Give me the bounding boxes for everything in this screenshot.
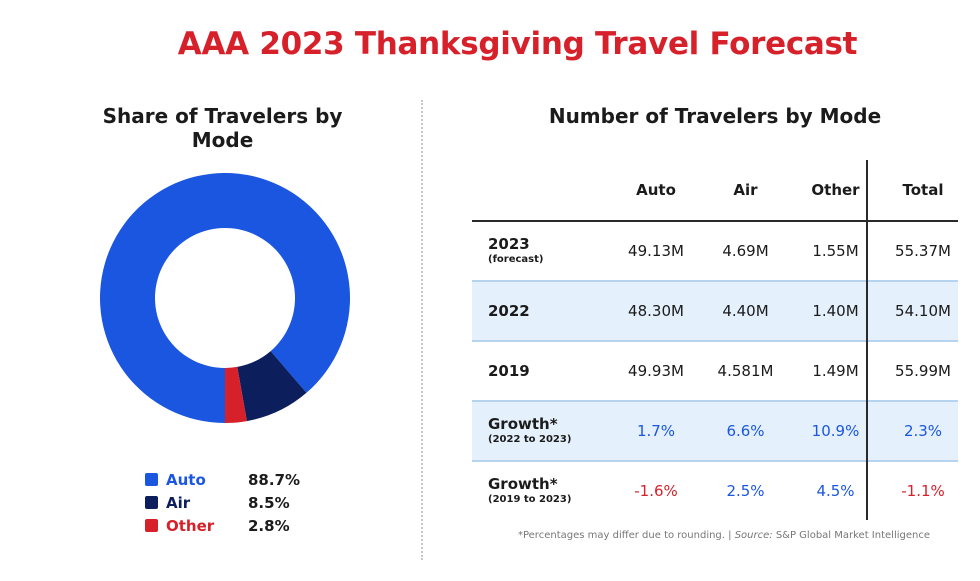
cell-auto: 49.13M xyxy=(628,242,684,260)
table-row: Growth* (2019 to 2023) -1.6% 2.5% 4.5% -… xyxy=(472,462,958,520)
cell-auto: 49.93M xyxy=(628,362,684,380)
row-label-sub: (2022 to 2023) xyxy=(488,433,572,445)
row-label-sub: (forecast) xyxy=(488,253,544,265)
header-cell-auto: Auto xyxy=(636,181,676,199)
cell-other: 10.9% xyxy=(811,422,860,440)
legend-value-other: 2.8% xyxy=(248,516,290,535)
donut-slice-auto xyxy=(100,173,350,423)
cell-air: 4.581M xyxy=(717,362,774,380)
donut-slice-air xyxy=(237,351,307,422)
cell-other: 1.55M xyxy=(812,242,859,260)
cell-auto: 1.7% xyxy=(636,422,676,440)
table-row: 2023 (forecast) 49.13M 4.69M 1.55M 55.37… xyxy=(472,222,958,282)
donut-chart-title: Share of Travelers by Mode xyxy=(102,104,343,152)
chart-legend: Auto 88.7% Air 8.5% Other 2.8% xyxy=(145,468,300,537)
total-column-divider xyxy=(866,160,868,520)
legend-label-air: Air xyxy=(166,493,191,512)
footnote: *Percentages may differ due to rounding.… xyxy=(472,530,958,541)
legend-item-other: Other 2.8% xyxy=(145,514,300,537)
legend-value-air: 8.5% xyxy=(248,493,290,512)
row-label: Growth* (2022 to 2023) xyxy=(472,414,604,447)
footnote-source: S&P Global Market Intelligence xyxy=(772,530,930,541)
cell-air: 4.40M xyxy=(722,302,769,320)
cell-total: 55.37M xyxy=(895,242,951,260)
table-header-row: Auto Air Other Total xyxy=(472,160,958,222)
cell-total: -1.1% xyxy=(901,482,945,500)
row-label: 2019 xyxy=(472,361,604,380)
cell-other: 1.49M xyxy=(812,362,859,380)
donut-chart xyxy=(100,173,350,423)
cell-total: 55.99M xyxy=(895,362,951,380)
page-title: AAA 2023 Thanksgiving Travel Forecast xyxy=(177,26,858,62)
header-cell-air: Air xyxy=(733,181,758,199)
cell-air: 6.6% xyxy=(726,422,765,440)
legend-swatch-auto xyxy=(145,473,158,486)
row-label-main: Growth* xyxy=(488,474,558,493)
header-cell-other: Other xyxy=(811,181,860,199)
footnote-text: *Percentages may differ due to rounding.… xyxy=(517,530,735,541)
row-label-main: Growth* xyxy=(488,414,558,433)
table-row: 2019 49.93M 4.581M 1.49M 55.99M xyxy=(472,342,958,402)
section-divider xyxy=(421,100,423,560)
table-row: 2022 48.30M 4.40M 1.40M 54.10M xyxy=(472,282,958,342)
cell-air: 2.5% xyxy=(726,482,765,500)
cell-total: 54.10M xyxy=(895,302,951,320)
row-label: 2023 (forecast) xyxy=(472,234,604,267)
table-title: Number of Travelers by Mode xyxy=(548,104,882,128)
row-label-main: 2019 xyxy=(488,361,530,380)
legend-swatch-air xyxy=(145,496,158,509)
legend-value-auto: 88.7% xyxy=(248,470,301,489)
row-label: Growth* (2019 to 2023) xyxy=(472,474,604,507)
cell-air: 4.69M xyxy=(722,242,769,260)
legend-item-auto: Auto 88.7% xyxy=(145,468,300,491)
row-label-main: 2022 xyxy=(488,301,530,320)
legend-item-air: Air 8.5% xyxy=(145,491,300,514)
table-row: Growth* (2022 to 2023) 1.7% 6.6% 10.9% 2… xyxy=(472,402,958,462)
cell-auto: -1.6% xyxy=(634,482,678,500)
footnote-source-label: Source: xyxy=(734,530,773,541)
row-label-main: 2023 xyxy=(488,234,530,253)
legend-label-other: Other xyxy=(166,516,215,535)
donut-slice-other xyxy=(225,366,247,423)
cell-auto: 48.30M xyxy=(628,302,684,320)
header-cell-total: Total xyxy=(902,181,944,199)
cell-other: 4.5% xyxy=(816,482,855,500)
cell-total: 2.3% xyxy=(903,422,943,440)
row-label: 2022 xyxy=(472,301,604,320)
legend-label-auto: Auto xyxy=(166,470,206,489)
travelers-table: Auto Air Other Total 2023 (forecast) 49.… xyxy=(472,160,958,520)
legend-swatch-other xyxy=(145,519,158,532)
row-label-sub: (2019 to 2023) xyxy=(488,493,572,505)
cell-other: 1.40M xyxy=(812,302,859,320)
